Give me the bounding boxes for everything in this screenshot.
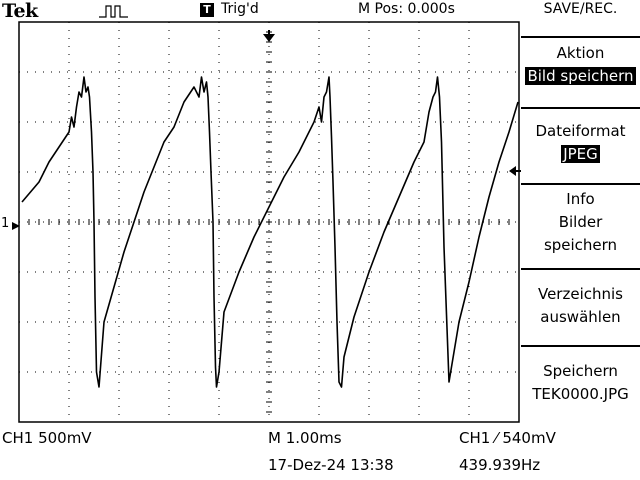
aktion-label: Aktion <box>556 44 605 62</box>
m-pos-readout: M Pos: 0.000s <box>358 1 455 17</box>
trigger-badge: T <box>200 3 214 17</box>
menu-divider <box>521 345 640 347</box>
ch1-trace <box>21 76 519 388</box>
menu-aktion[interactable]: Aktion Bild speichern <box>521 42 640 88</box>
ch1-ground-arrow-icon <box>12 222 20 230</box>
aktion-value: Bild speichern <box>525 67 636 85</box>
graticule <box>18 21 520 423</box>
dateiformat-label: Dateiformat <box>535 122 626 140</box>
timebase: M 1.00ms <box>268 429 342 447</box>
menu-divider <box>521 268 640 270</box>
dateiformat-value: JPEG <box>561 145 600 163</box>
speichern-line-2: TEK0000.JPG <box>532 385 629 403</box>
frequency-readout: 439.939Hz <box>459 456 541 474</box>
date-time: 17-Dez-24 13:38 <box>268 456 394 474</box>
ch1-scale: CH1 500mV <box>2 429 92 447</box>
menu-divider <box>521 183 640 185</box>
speichern-line-1: Speichern <box>543 362 618 380</box>
brand-logo: Tek <box>2 0 38 22</box>
menu-speichern[interactable]: Speichern TEK0000.JPG <box>521 360 640 406</box>
trigger-pulse-icon <box>99 5 128 18</box>
trigger-level-arrow-icon <box>509 166 521 176</box>
ch1-marker-label: 1 <box>1 216 10 231</box>
menu-divider <box>521 107 640 109</box>
info-line-2: Bilder <box>558 213 603 231</box>
trigger-status: Trig'd <box>221 1 259 17</box>
waveform-display <box>18 21 520 423</box>
trigger-position-marker <box>263 34 275 42</box>
trigger-level: CH1 ⁄ 540mV <box>459 429 556 447</box>
menu-verzeichnis[interactable]: Verzeichnis auswählen <box>521 283 640 329</box>
verzeichnis-line-2: auswählen <box>540 308 621 326</box>
menu-info[interactable]: Info Bilder speichern <box>521 188 640 257</box>
verzeichnis-line-1: Verzeichnis <box>537 285 623 303</box>
info-line-1: Info <box>566 190 595 208</box>
ch1-marker: 1 <box>1 216 9 231</box>
menu-divider <box>521 36 640 38</box>
menu-title: SAVE/REC. <box>543 1 618 17</box>
menu-dateiformat[interactable]: Dateiformat JPEG <box>521 120 640 166</box>
info-line-3: speichern <box>543 236 618 254</box>
